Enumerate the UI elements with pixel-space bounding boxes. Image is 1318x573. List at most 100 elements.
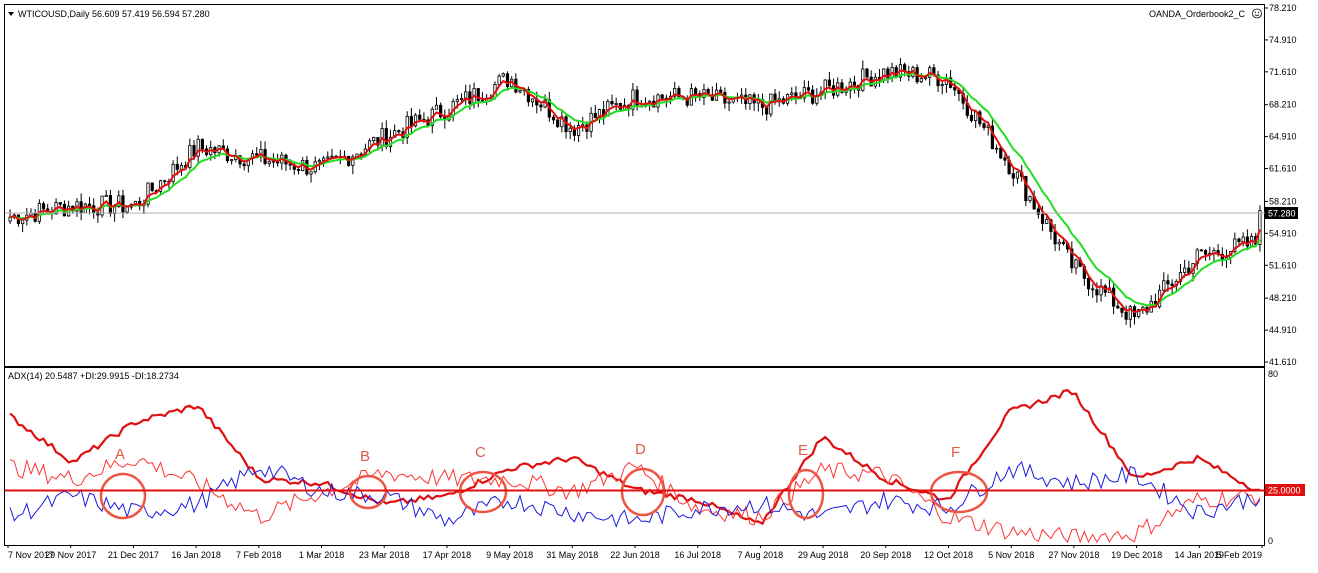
candle-body [827,79,831,87]
candle-body [610,100,614,105]
x-tick-label: 29 Nov 2017 [45,550,96,560]
candle-body [551,116,556,121]
annotation-label: C [475,444,486,461]
x-tick-label: 22 Jun 2018 [610,550,660,560]
annotation-circle [787,468,825,520]
x-tick-label: 27 Nov 2018 [1048,550,1099,560]
candle-body [505,73,510,87]
x-tick-label: 16 Jul 2018 [674,550,721,560]
candle-body [1057,241,1061,245]
candle-body [1124,311,1128,320]
candle-body [288,163,292,166]
candle-body [1086,277,1091,290]
candle-body [459,97,464,101]
x-tick-label: 31 May 2018 [546,550,598,560]
candle-body [1091,288,1095,291]
candle-body [439,104,443,118]
candle-body [1003,157,1007,161]
candle-body [163,180,167,183]
candle-body [1015,171,1020,179]
broker-label: OANDA_Orderbook2_C [1149,9,1246,19]
adx-level-label: 25.0000 [1268,486,1301,496]
main-panel-frame [4,4,1265,367]
x-tick-label: 19 Dec 2018 [1111,550,1162,560]
x-tick-label: 23 Mar 2018 [359,550,410,560]
candle-body [179,165,184,170]
candle-body [79,201,83,214]
candle-body [196,138,200,157]
moving-averages [9,69,1261,314]
smiley-icon[interactable] [1252,8,1262,19]
candle-body [267,161,271,164]
candle-body [309,171,313,175]
price-tick-label: 71.610 [1269,67,1297,77]
annotation-circle [929,470,989,514]
candle-body [919,78,923,83]
candle-body [296,168,301,171]
candle-body [1074,259,1078,269]
annotation-label: B [360,448,370,465]
candle-body [200,138,204,150]
candle-body [1183,267,1187,273]
candle-body [1095,289,1099,296]
candle-body [852,81,857,86]
candle-body [990,125,994,150]
candle-body [518,90,522,93]
candle-body [1061,241,1066,244]
candle-body [940,84,944,87]
candle-body [526,89,531,103]
candle-body [397,130,401,133]
price-tick-label: 64.910 [1269,132,1297,142]
candle-body [1258,210,1262,245]
smiley-mouth [1254,14,1260,17]
candle-body [576,125,581,136]
candle-body [677,88,681,97]
candle-body [321,157,326,161]
candle-body [158,180,163,192]
x-tick-label: 5 Nov 2018 [988,550,1034,560]
adx-level-box [1265,484,1305,496]
candle-body [418,114,422,120]
annotation-circles: A B C D E F [99,441,989,520]
candle-body [1120,307,1124,313]
candle-body [1070,248,1074,269]
collapse-triangle-icon[interactable] [8,12,14,16]
plus-di-line [9,457,1261,544]
candle-body [660,94,664,99]
candle-body [150,182,154,192]
candle-body [125,206,129,213]
x-tick-label: 7 Aug 2018 [738,550,784,560]
x-tick-label: 9 May 2018 [486,550,533,560]
x-tick-label: 14 Jan 2019 [1175,550,1225,560]
candle-body [271,160,276,163]
candle-body [351,156,355,166]
candle-body [840,82,844,93]
candle-body [330,155,334,158]
candle-body [58,202,62,205]
candle-body [1237,238,1241,243]
candle-body [1028,196,1032,202]
candle-body [434,104,439,110]
annotation-circle [620,467,666,517]
candle-body [597,109,602,119]
candle-body [1137,309,1141,318]
candle-body [1116,305,1120,309]
annotation-circle [458,470,508,514]
candle-body [468,91,472,104]
candle-body [175,163,179,170]
price-tick-label: 51.610 [1269,260,1297,270]
candle-body [171,163,175,182]
candle-body [21,219,25,225]
adx-lines [9,389,1261,544]
candle-body [146,182,150,205]
candle-body [1203,250,1208,255]
x-tick-label: 16 Jan 2018 [171,550,221,560]
annotation-circle [348,474,388,510]
x-tick-label: 7 Feb 2018 [236,550,282,560]
candle-body [476,88,480,101]
candle-body [104,195,108,197]
candle-body [230,159,234,162]
price-tick-label: 74.910 [1269,35,1297,45]
